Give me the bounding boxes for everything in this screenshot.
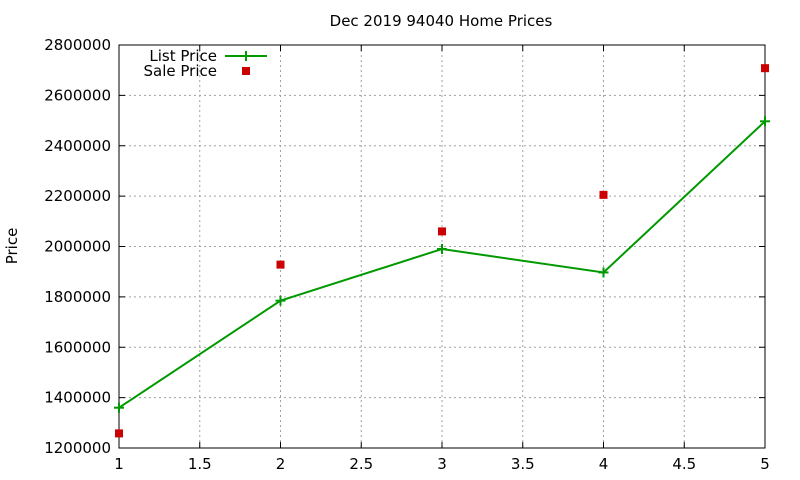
x-tick-label: 1	[114, 455, 124, 473]
list-price-line	[118, 120, 766, 409]
x-tick-label: 3.5	[511, 455, 535, 473]
x-tick-label: 1.5	[188, 455, 212, 473]
series-layer	[114, 64, 770, 438]
list-price-point	[598, 267, 609, 278]
x-tick-label: 2	[276, 455, 286, 473]
x-tick-label: 2.5	[349, 455, 373, 473]
y-tick-label: 2800000	[44, 36, 111, 54]
y-tick-label: 1400000	[44, 389, 111, 407]
y-tick-label: 2600000	[44, 86, 111, 104]
y-axis-label: Price	[3, 228, 21, 265]
y-tick-label: 2000000	[44, 238, 111, 256]
legend-label: Sale Price	[144, 62, 217, 80]
list-price-point	[437, 244, 447, 255]
sale-price-point	[438, 227, 446, 236]
axis-ticks	[118, 44, 766, 449]
y-tick-label: 1600000	[44, 338, 111, 356]
x-tick-label: 5	[760, 455, 770, 473]
legend-label: List Price	[149, 47, 217, 65]
sale-price-point	[276, 260, 285, 269]
y-tick-labels: 1200000 1400000 1600000 1800000 2000000 22000…	[44, 36, 111, 457]
list-price-point	[114, 402, 124, 413]
legend-square-swatch	[242, 67, 250, 75]
y-tick-label: 1800000	[44, 288, 111, 306]
chart-title: Dec 2019 94040 Home Prices	[330, 12, 553, 30]
list-price-point	[760, 116, 770, 127]
y-tick-label: 2200000	[44, 187, 111, 205]
x-tick-label: 4.5	[672, 455, 696, 473]
sale-price-point	[115, 429, 123, 438]
y-tick-label: 2400000	[44, 137, 111, 155]
sale-price-point	[761, 64, 769, 73]
list-price-point	[275, 295, 286, 306]
x-tick-label: 3	[437, 455, 447, 473]
y-tick-label: 1200000	[44, 439, 111, 457]
sale-price-point	[599, 190, 608, 199]
x-tick-label: 4	[599, 455, 609, 473]
x-tick-labels: 1 1.5 2 2.5 3 3.5 4 4.5 5	[114, 455, 770, 473]
